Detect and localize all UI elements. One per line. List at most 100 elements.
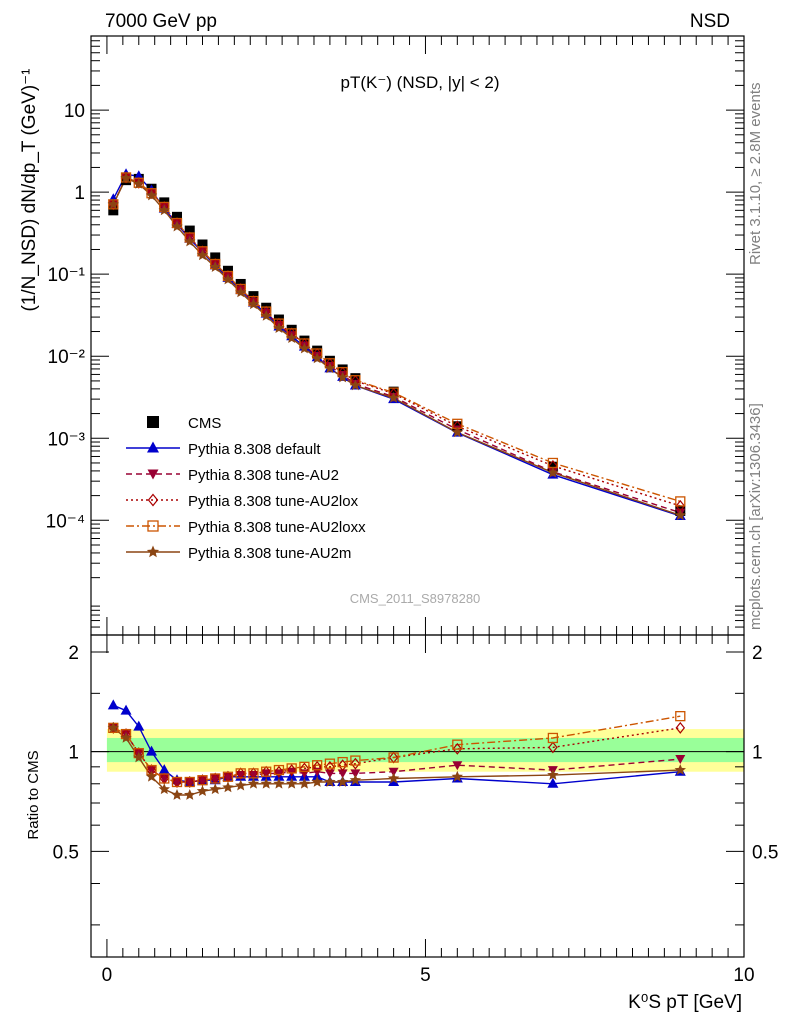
legend-label-pythia-8-308-tune-au2lox: Pythia 8.308 tune-AU2lox — [188, 493, 359, 510]
ratio-point-pythia-8-308-tune-au2loxx — [222, 771, 234, 782]
ratio-point-pythia-8-308-default — [547, 777, 559, 788]
point-pythia-8-308-tune-au2m — [222, 273, 234, 285]
ratio-point-pythia-8-308-tune-au2m — [298, 777, 311, 789]
ratio-point-pythia-8-308-tune-au2m — [451, 770, 464, 782]
ratio-plot: 0 5 10 0.5 0.5 1 1 2 2 — [53, 634, 778, 986]
ratio-point-pythia-8-308-tune-au2loxx — [675, 711, 686, 722]
point-pythia-8-308-tune-au2m — [209, 261, 221, 272]
point-pythia-8-308-tune-au2m — [158, 204, 170, 216]
ratio-point-pythia-8-308-tune-au2m — [260, 777, 272, 789]
ratio-point-pythia-8-308-tune-au2lox — [548, 741, 558, 754]
point-pythia-8-308-tune-au2m — [247, 298, 260, 310]
point-pythia-8-308-tune-au2m — [349, 379, 362, 391]
point-pythia-8-308-tune-au2m — [273, 322, 285, 333]
y-tick-label: 10⁻¹ — [48, 265, 86, 286]
point-pythia-8-308-tune-au2m — [145, 189, 158, 201]
ratio-point-pythia-8-308-tune-au2 — [261, 769, 272, 779]
point-pythia-8-308-tune-au2m — [336, 371, 349, 383]
ratio-point-pythia-8-308-tune-au2m — [145, 770, 158, 782]
legend-marker-pythia-8-308-default — [147, 441, 159, 453]
ratio-point-pythia-8-308-tune-au2m — [171, 788, 183, 800]
ratio-point-pythia-8-308-tune-au2loxx — [159, 773, 170, 784]
ratio-point-pythia-8-308-tune-au2m — [158, 783, 170, 795]
y-tick-label: 1 — [74, 183, 85, 204]
ratio-point-pythia-8-308-tune-au2 — [452, 761, 463, 771]
ratio-point-pythia-8-308-tune-au2lox — [452, 742, 463, 755]
ratio-point-pythia-8-308-default — [133, 720, 145, 731]
ratio-point-pythia-8-308-tune-au2m — [133, 751, 145, 763]
ratio-point-pythia-8-308-tune-au2lox — [274, 765, 284, 778]
ratio-point-pythia-8-308-tune-au2m — [222, 781, 234, 793]
ratio-point-pythia-8-308-tune-au2m — [324, 775, 336, 787]
point-pythia-8-308-tune-au2m — [674, 509, 686, 521]
ratio-point-pythia-8-308-tune-au2m — [184, 788, 196, 800]
ratio-point-pythia-8-308-tune-au2 — [350, 769, 361, 779]
legend-marker-pythia-8-308-tune-au2m — [146, 545, 160, 558]
point-pythia-8-308-tune-au2m — [107, 198, 119, 210]
ratio-tick-label-right: 0.5 — [752, 842, 778, 863]
ratio-point-pythia-8-308-default — [146, 745, 158, 756]
point-pythia-8-308-tune-au2m — [260, 309, 272, 321]
ratio-point-pythia-8-308-tune-au2m — [387, 772, 400, 784]
legend-marker-pythia-8-308-tune-au2lox — [147, 493, 159, 507]
ratio-frame — [90, 634, 745, 958]
point-cms — [184, 225, 195, 236]
ratio-point-pythia-8-308-tune-au2loxx — [273, 764, 285, 776]
ratio-point-pythia-8-308-tune-au2m — [349, 774, 362, 786]
ratio-point-pythia-8-308-tune-au2loxx — [171, 776, 183, 788]
point-pythia-8-308-tune-au2m — [184, 235, 196, 247]
point-pythia-8-308-tune-au2m — [298, 342, 311, 354]
ratio-point-pythia-8-308-tune-au2loxx — [452, 739, 463, 750]
x-tick-label: 10 — [733, 965, 754, 986]
ratio-point-pythia-8-308-tune-au2lox — [286, 764, 297, 777]
ratio-point-pythia-8-308-tune-au2m — [120, 731, 132, 743]
ratio-point-pythia-8-308-default — [158, 764, 170, 775]
ratio-point-pythia-8-308-tune-au2loxx — [210, 773, 221, 784]
legend-label-pythia-8-308-tune-au2: Pythia 8.308 tune-AU2 — [188, 467, 339, 484]
ratio-point-pythia-8-308-default — [120, 704, 132, 715]
legend-label-pythia-8-308-tune-au2loxx: Pythia 8.308 tune-AU2loxx — [188, 519, 366, 536]
y-tick-label: 10⁻³ — [48, 429, 86, 450]
point-pythia-8-308-tune-au2m — [285, 332, 298, 344]
point-cms — [337, 364, 348, 375]
series-line-pythia-8-308-default — [112, 173, 681, 517]
point-pythia-8-308-tune-au2m — [547, 466, 559, 478]
ratio-axis-label: Ratio to CMS — [25, 750, 42, 839]
chart-title: pT(K⁻) (NSD, |y| < 2) — [340, 73, 499, 92]
rivet-label: Rivet 3.1.10, ≥ 2.8M events — [747, 83, 764, 266]
ratio-point-pythia-8-308-tune-au2m — [336, 775, 349, 787]
ratio-point-pythia-8-308-tune-au2 — [675, 755, 686, 765]
legend-label-pythia-8-308-tune-au2m: Pythia 8.308 tune-AU2m — [188, 545, 351, 562]
ratio-tick-label: 1 — [68, 743, 79, 764]
point-cms — [350, 373, 361, 384]
ratio-point-pythia-8-308-tune-au2lox — [312, 760, 322, 773]
ratio-point-pythia-8-308-tune-au2lox — [325, 760, 335, 773]
x-tick-label: 0 — [102, 965, 113, 986]
point-pythia-8-308-tune-au2m — [451, 426, 464, 438]
legend-marker-cms — [147, 416, 159, 428]
ratio-point-pythia-8-308-tune-au2loxx — [312, 760, 323, 771]
y-tick-label: 10⁻⁴ — [46, 511, 85, 532]
energy-label: 7000 GeV pp — [105, 11, 217, 32]
ratio-band-inner — [106, 737, 745, 763]
series-line-pythia-8-308-tune-au2m — [112, 177, 681, 516]
ratio-point-pythia-8-308-tune-au2 — [286, 767, 297, 777]
ratio-point-pythia-8-308-tune-au2m — [235, 779, 247, 791]
ratio-point-pythia-8-308-tune-au2loxx — [286, 763, 297, 774]
ratio-line-pythia-8-308-default — [113, 704, 681, 785]
ratio-point-pythia-8-308-tune-au2loxx — [299, 761, 310, 772]
point-pythia-8-308-tune-au2m — [133, 177, 145, 189]
point-cms — [286, 324, 297, 335]
ratio-point-pythia-8-308-tune-au2 — [273, 769, 284, 779]
main-plot: 10⁻⁴ 10⁻³ 10⁻² 10⁻¹ 1 10 — [46, 35, 745, 636]
ratio-point-pythia-8-308-tune-au2loxx — [388, 752, 399, 763]
ratio-point-pythia-8-308-tune-au2lox — [299, 762, 310, 775]
mcplots-label: mcplots.cern.ch [arXiv:1306.3436] — [747, 403, 764, 630]
point-cms — [312, 345, 323, 356]
legend-marker-pythia-8-308-tune-au2loxx — [147, 520, 159, 532]
ratio-point-pythia-8-308-tune-au2loxx — [324, 758, 336, 769]
point-pythia-8-308-tune-au2m — [196, 249, 209, 261]
ratio-point-pythia-8-308-tune-au2m — [107, 721, 119, 733]
legend-marker-pythia-8-308-tune-au2 — [147, 469, 159, 480]
ratio-point-pythia-8-308-tune-au2m — [285, 777, 298, 789]
